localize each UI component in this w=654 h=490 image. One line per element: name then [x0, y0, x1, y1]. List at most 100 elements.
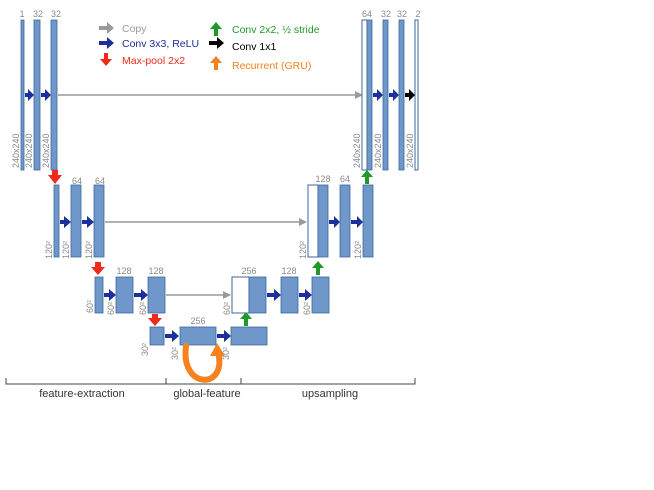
section-brackets: feature-extraction global-feature upsamp…: [5, 378, 416, 400]
maxpool-arrow: [91, 262, 105, 275]
channel-label: 128: [148, 266, 163, 276]
spatial-size-label: 120²: [353, 241, 363, 259]
conv-arrow: [134, 289, 148, 301]
channel-label: 128: [116, 266, 131, 276]
conv1x1-arrow: [405, 89, 415, 101]
feature-map-dec3a: [248, 276, 267, 314]
bracket-upsampling: [241, 378, 416, 385]
feature-map-dec1a: [366, 19, 373, 171]
spatial-size-label: 60²: [302, 302, 312, 315]
legend-recurrent-label: Recurrent (GRU): [232, 60, 311, 72]
channel-label: 256: [241, 266, 256, 276]
copied-feature-map-level2: [307, 184, 319, 258]
spatial-size-label: 30²: [221, 347, 231, 360]
section-label-upsampling: upsampling: [302, 388, 358, 400]
feature-map-enc2a: [53, 184, 60, 258]
spatial-size-label: 240x240: [405, 133, 415, 168]
legend-conv: Conv 3x3, ReLU: [99, 37, 199, 50]
conv-arrow: [217, 330, 231, 342]
channel-label: 64: [340, 174, 350, 184]
feature-map-bottleneck-a: [149, 326, 165, 346]
channel-label: 32: [33, 9, 43, 19]
maxpool-arrow: [48, 170, 62, 184]
feature-map-bottleneck-c: [230, 326, 268, 346]
feature-map-enc2c: [93, 184, 105, 258]
maxpool-arrow: [148, 314, 162, 326]
legend-copy-label: Copy: [122, 23, 147, 35]
encoder-level3: 128 128 60² 60² 60²: [85, 262, 166, 315]
feature-map-input: [20, 19, 25, 171]
section-label-feature-extraction: feature-extraction: [39, 388, 125, 400]
spatial-size-label: 240x240: [352, 133, 362, 168]
channel-label: 64: [95, 176, 105, 186]
conv-arrow: [373, 89, 383, 101]
decoder-level2: 128 64 120² 120²: [298, 174, 374, 275]
conv-arrow: [329, 216, 340, 228]
spatial-size-label: 120²: [298, 241, 308, 259]
legend-conv1x1-label: Conv 1x1: [232, 41, 277, 53]
recurrent-arrow-head: [210, 343, 225, 356]
feature-map-dec3b: [280, 276, 299, 314]
conv-arrow: [82, 216, 94, 228]
recurrent-arrow-icon: [210, 56, 222, 70]
feature-map-dec1c: [398, 19, 405, 171]
feature-map-dec2b: [339, 184, 351, 258]
feature-map-dec1b: [382, 19, 389, 171]
channel-label: 32: [397, 9, 407, 19]
skip-connections: [58, 91, 363, 299]
conv-arrow: [104, 289, 116, 301]
conv-arrow: [267, 289, 281, 301]
legend: Copy Conv 3x3, ReLU Max-pool 2x2 Conv 2x…: [99, 22, 320, 72]
maxpool-arrow-icon: [100, 53, 112, 66]
legend-recurrent: Recurrent (GRU): [210, 56, 311, 72]
spatial-size-label: 30²: [170, 347, 180, 360]
conv-arrow: [165, 330, 179, 342]
feature-map-output: [414, 19, 419, 171]
copied-feature-map-level3: [231, 276, 250, 314]
spatial-size-label: 240x240: [11, 133, 21, 168]
conv-arrow: [299, 289, 312, 301]
feature-map-enc1b: [50, 19, 58, 171]
upconv-arrow-icon: [210, 22, 222, 36]
conv-arrow: [25, 89, 34, 101]
section-label-global-feature: global-feature: [173, 388, 240, 400]
encoder-level1: 1 32 32 240x240 240x240 240x240: [11, 9, 61, 171]
channel-label: 32: [381, 9, 391, 19]
spatial-size-label: 60²: [138, 302, 148, 315]
spatial-size-label: 60²: [222, 302, 232, 315]
spatial-size-label: 120²: [84, 241, 94, 259]
feature-map-enc3c: [147, 276, 166, 314]
feature-map-dec2c: [362, 184, 374, 258]
conv1x1-arrow-icon: [209, 37, 224, 49]
legend-maxpool: Max-pool 2x2: [100, 53, 185, 67]
upconv-arrow: [240, 312, 252, 326]
channel-label: 32: [51, 9, 61, 19]
spatial-size-label: 120²: [61, 241, 71, 259]
legend-conv1x1: Conv 1x1: [209, 37, 277, 53]
conv-arrow-icon: [99, 37, 114, 49]
copied-feature-map-level1: [361, 19, 368, 171]
spatial-size-label: 120²: [44, 241, 54, 259]
feature-map-enc1a: [33, 19, 41, 171]
channel-label: 2: [415, 9, 420, 19]
recurrent-gru-loop: [182, 343, 223, 383]
decoder-level3: 256 128 60² 60²: [222, 266, 330, 326]
bottleneck-level4: 256 30² 30² 30²: [140, 314, 268, 383]
bracket-feature-extraction: [5, 378, 167, 385]
channel-label: 64: [362, 9, 372, 19]
legend-upconv-label: Conv 2x2, ½ stride: [232, 24, 320, 36]
channel-label: 256: [190, 316, 205, 326]
spatial-size-label: 60²: [85, 300, 95, 313]
feature-map-dec2a: [317, 184, 329, 258]
feature-map-dec3c: [311, 276, 330, 314]
legend-upconv: Conv 2x2, ½ stride: [210, 22, 320, 36]
conv-arrow: [60, 216, 71, 228]
spatial-size-label: 240x240: [373, 133, 383, 168]
channel-label: 128: [315, 174, 330, 184]
spatial-size-label: 60²: [106, 302, 116, 315]
feature-map-gru: [179, 326, 217, 346]
encoder-level2: 64 64 120² 120² 120²: [44, 170, 105, 259]
feature-map-enc3a: [94, 276, 104, 314]
legend-maxpool-label: Max-pool 2x2: [122, 55, 185, 67]
